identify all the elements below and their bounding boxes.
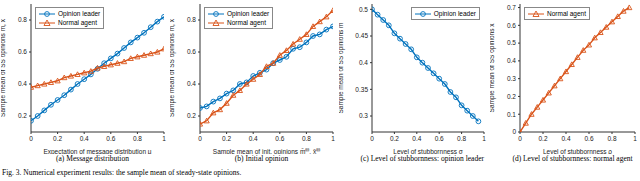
svg-text:0.5: 0.5 (507, 39, 516, 46)
svg-text:Level of stubbornness ρ: Level of stubbornness ρ (543, 148, 612, 154)
svg-text:0.6: 0.6 (275, 135, 284, 142)
svg-text:0.4: 0.4 (561, 135, 570, 142)
svg-text:0.7: 0.7 (507, 4, 516, 11)
html-text:Normal agent: Normal agent (547, 10, 586, 17)
svg-text:0.8: 0.8 (18, 16, 27, 23)
svg-text:0.8: 0.8 (187, 16, 196, 23)
html-text:(a) Message distribution: (a) Message distribution (56, 154, 129, 163)
svg-text:0: 0 (512, 128, 516, 135)
html-text:Normal agent: Normal agent (227, 19, 266, 26)
svg-text:0.2: 0.2 (390, 135, 399, 142)
svg-text:0.4: 0.4 (507, 57, 516, 64)
html-text:(b) Initial opinion: (b) Initial opinion (234, 154, 289, 163)
svg-text:0.4: 0.4 (359, 59, 368, 66)
svg-text:1: 1 (162, 135, 166, 142)
svg-text:Sample mean of SS opinions m̄: Sample mean of SS opinions m̄ (339, 22, 345, 113)
svg-text:0.4: 0.4 (412, 135, 421, 142)
svg-text:1: 1 (331, 135, 335, 142)
svg-text:0.2: 0.2 (507, 93, 516, 100)
svg-text:0.6: 0.6 (507, 22, 516, 29)
svg-text:0.4: 0.4 (80, 135, 89, 142)
svg-text:0.4: 0.4 (187, 80, 196, 87)
svg-text:0.2: 0.2 (18, 112, 27, 119)
svg-text:0.1: 0.1 (507, 111, 516, 118)
svg-text:Sample mean of init. opinions: Sample mean of init. opinions m̄⁽⁰⁾, x̄⁽… (213, 148, 321, 154)
svg-text:Sample mean of SS opinions m̄,: Sample mean of SS opinions m̄, x̄ (170, 18, 176, 117)
svg-text:0.8: 0.8 (302, 135, 311, 142)
svg-text:0.2: 0.2 (53, 135, 62, 142)
svg-text:0: 0 (29, 135, 33, 142)
svg-text:0.2: 0.2 (187, 112, 196, 119)
svg-text:0.6: 0.6 (187, 48, 196, 55)
svg-text:1: 1 (482, 135, 486, 142)
svg-text:0.4: 0.4 (249, 135, 258, 142)
svg-text:0.8: 0.8 (607, 135, 616, 142)
svg-text:0.4: 0.4 (18, 80, 27, 87)
svg-text:Expectation of message distrib: Expectation of message distribution μ (43, 148, 151, 154)
svg-text:0.3: 0.3 (359, 112, 368, 119)
svg-text:0.8: 0.8 (133, 135, 142, 142)
svg-text:0: 0 (198, 135, 202, 142)
svg-text:0.6: 0.6 (435, 135, 444, 142)
svg-text:0: 0 (518, 135, 522, 142)
html-text:Opinion leader: Opinion leader (433, 10, 476, 17)
svg-text:0.45: 0.45 (355, 32, 368, 39)
svg-text:Level of stubbornness σ: Level of stubbornness σ (393, 148, 462, 154)
html-text:Opinion leader: Opinion leader (58, 10, 101, 17)
svg-text:0.2: 0.2 (538, 135, 547, 142)
svg-text:0: 0 (370, 135, 374, 142)
svg-text:0.5: 0.5 (359, 6, 368, 13)
svg-text:0.8: 0.8 (457, 135, 466, 142)
html-text:Fig. 3. Numerical experiment r: Fig. 3. Numerical experiment results: th… (2, 168, 242, 177)
html-text:Normal agent: Normal agent (58, 19, 97, 26)
html-text:(d) Level of stubbornness: nor: (d) Level of stubbornness: normal agent (512, 154, 633, 163)
svg-text:0.35: 0.35 (355, 86, 368, 93)
svg-text:0.6: 0.6 (18, 48, 27, 55)
svg-text:0.2: 0.2 (222, 135, 231, 142)
html-text:Opinion leader: Opinion leader (227, 10, 270, 17)
html-text:(c) Level of stubbornness: opi: (c) Level of stubbornness: opinion leade… (360, 154, 484, 163)
svg-text:Sample mean of SS opinions x̄: Sample mean of SS opinions x̄ (490, 23, 496, 113)
svg-text:0.6: 0.6 (584, 135, 593, 142)
svg-text:0.3: 0.3 (507, 75, 516, 82)
svg-text:0.6: 0.6 (106, 135, 115, 142)
